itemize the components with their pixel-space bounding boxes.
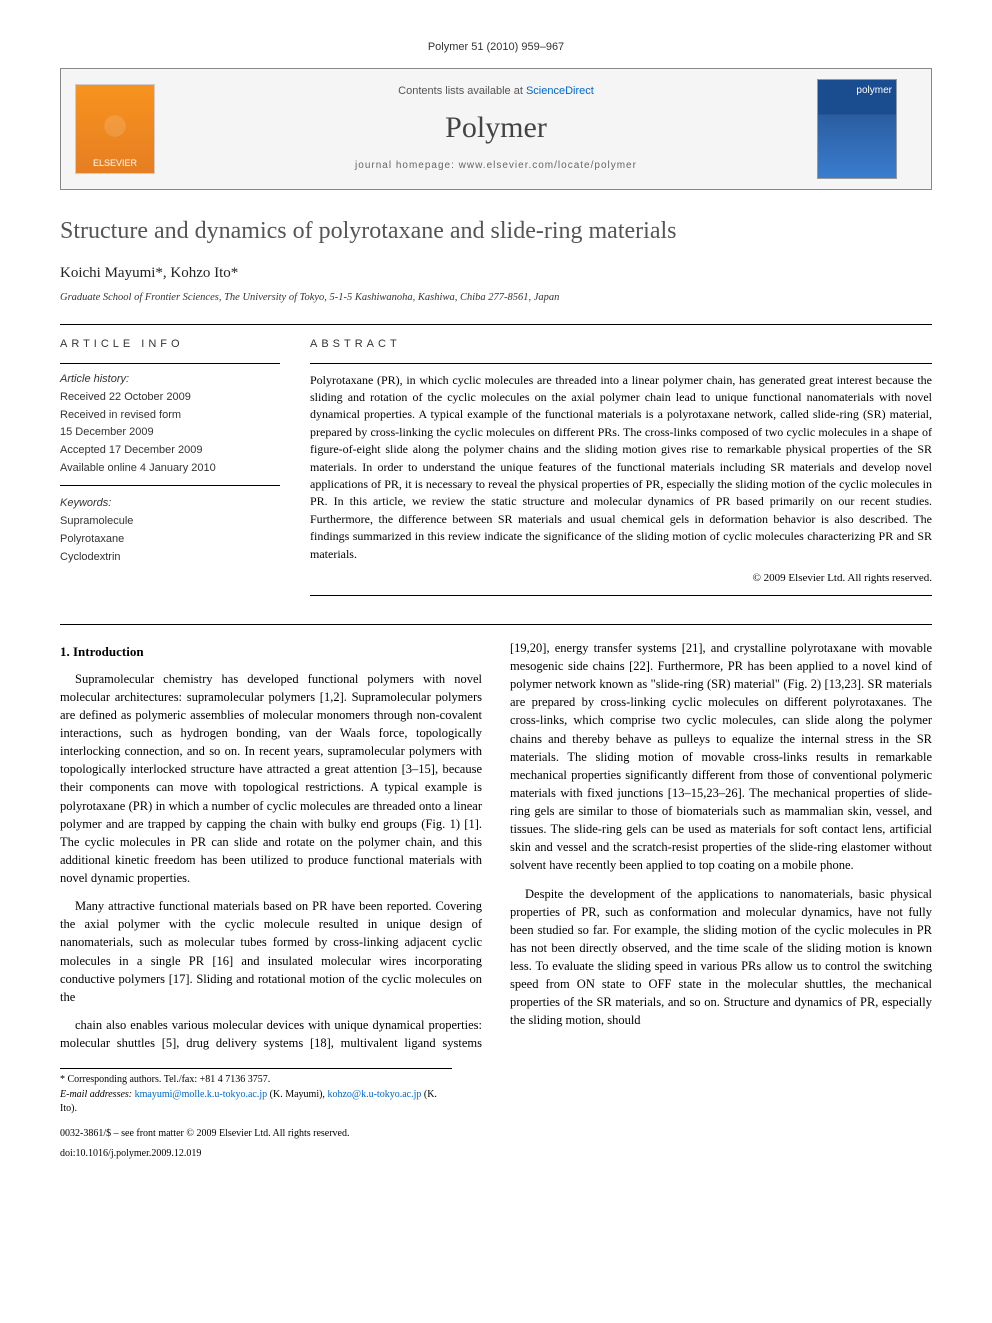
section-heading: 1. Introduction [60,643,482,662]
header-center: Contents lists available at ScienceDirec… [187,84,805,174]
keyword: Supramolecule [60,514,280,530]
divider [310,595,932,596]
elsevier-logo: ELSEVIER [75,84,155,174]
elsevier-logo-text: ELSEVIER [93,157,137,170]
keyword: Cyclodextrin [60,550,280,566]
body-paragraph: Supramolecular chemistry has developed f… [60,670,482,888]
emails-label: E-mail addresses: [60,1089,135,1100]
divider [310,363,932,364]
history-revised-line1: Received in revised form [60,408,280,424]
article-info-column: ARTICLE INFO Article history: Received 2… [60,337,280,604]
corr-line: * Corresponding authors. Tel./fax: +81 4… [60,1073,452,1088]
abstract-column: ABSTRACT Polyrotaxane (PR), in which cyc… [310,337,932,604]
email-link[interactable]: kohzo@k.u-tokyo.ac.jp [327,1089,421,1100]
email-who: (K. Mayumi), [267,1089,327,1100]
divider [60,624,932,625]
article-affiliation: Graduate School of Frontier Sciences, Th… [60,290,932,305]
corr-emails: E-mail addresses: kmayumi@molle.k.u-toky… [60,1088,452,1117]
body-paragraph: Despite the development of the applicati… [510,885,932,1030]
email-link[interactable]: kmayumi@molle.k.u-tokyo.ac.jp [135,1089,268,1100]
journal-cover-thumbnail: polymer [817,79,897,179]
abstract-text: Polyrotaxane (PR), in which cyclic molec… [310,372,932,563]
doi-line: doi:10.1016/j.polymer.2009.12.019 [60,1147,932,1162]
article-authors: Koichi Mayumi*, Kohzo Ito* [60,263,932,285]
corresponding-author-footnote: * Corresponding authors. Tel./fax: +81 4… [60,1068,452,1117]
sciencedirect-link[interactable]: ScienceDirect [526,85,594,97]
contents-prefix: Contents lists available at [398,85,526,97]
history-online: Available online 4 January 2010 [60,461,280,477]
contents-available-line: Contents lists available at ScienceDirec… [187,84,805,100]
divider [60,485,280,486]
journal-homepage-line: journal homepage: www.elsevier.com/locat… [187,159,805,174]
body-two-column: 1. Introduction Supramolecular chemistry… [60,639,932,1052]
homepage-prefix: journal homepage: [355,160,459,171]
homepage-url[interactable]: www.elsevier.com/locate/polymer [459,160,637,171]
footer-strip: 0032-3861/$ – see front matter © 2009 El… [60,1127,932,1162]
article-info-heading: ARTICLE INFO [60,337,280,353]
divider [60,324,932,325]
journal-name: Polymer [187,106,805,150]
abstract-heading: ABSTRACT [310,337,932,353]
journal-header: ELSEVIER Contents lists available at Sci… [60,68,932,190]
body-paragraph: Many attractive functional materials bas… [60,897,482,1006]
keyword: Polyrotaxane [60,532,280,548]
history-received: Received 22 October 2009 [60,390,280,406]
cover-label: polymer [856,85,892,96]
keywords-label: Keywords: [60,496,280,512]
history-accepted: Accepted 17 December 2009 [60,443,280,459]
page-reference: Polymer 51 (2010) 959–967 [60,40,932,56]
info-abstract-row: ARTICLE INFO Article history: Received 2… [60,337,932,604]
divider [60,363,280,364]
history-label: Article history: [60,372,280,388]
abstract-copyright: © 2009 Elsevier Ltd. All rights reserved… [310,571,932,587]
history-revised-line2: 15 December 2009 [60,425,280,441]
issn-copyright-line: 0032-3861/$ – see front matter © 2009 El… [60,1127,932,1142]
article-title: Structure and dynamics of polyrotaxane a… [60,214,932,249]
